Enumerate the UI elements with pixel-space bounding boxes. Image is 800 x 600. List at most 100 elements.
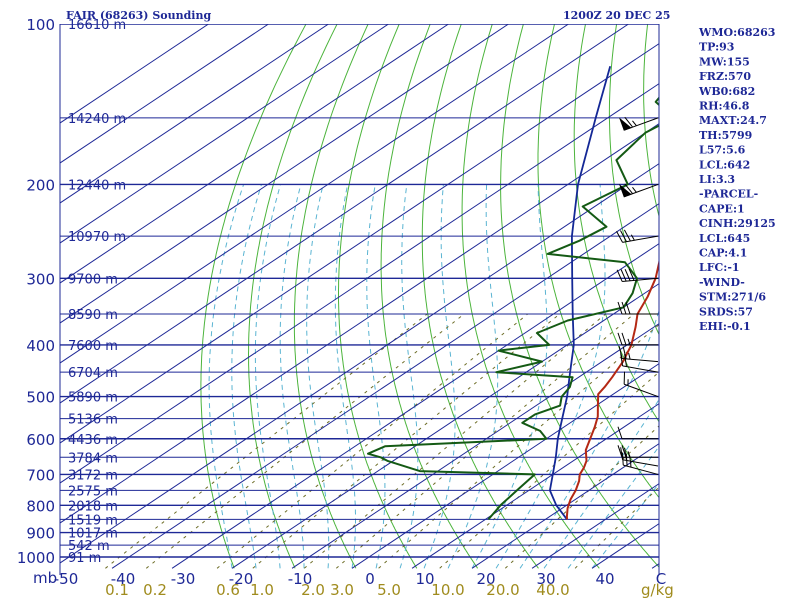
pressure-tick-label: 900 <box>26 525 55 543</box>
height-label: 16610 m <box>68 18 126 33</box>
mixing-ratio-line <box>439 371 659 569</box>
isotherm <box>60 24 209 124</box>
wind-barb-flag <box>618 183 632 198</box>
dry-adiabat <box>338 24 418 569</box>
index-line: STM:271/6 <box>699 291 766 304</box>
temperature-tick-label: -30 <box>171 570 196 588</box>
index-line: SRDS:57 <box>699 305 753 318</box>
index-line: LCL:645 <box>699 232 750 245</box>
isotherm <box>60 24 329 204</box>
mixing-ratio-label: 5.0 <box>377 581 401 599</box>
wind-barb-staff <box>622 459 659 467</box>
height-label: 1017 m <box>68 527 118 542</box>
wind-barb-feather <box>624 354 627 367</box>
height-label: 10970 m <box>68 230 126 245</box>
dry-adiabat <box>421 24 539 569</box>
index-line: -PARCEL- <box>699 188 758 201</box>
wind-barb-feather <box>616 230 623 243</box>
isotherm <box>60 24 569 364</box>
height-label: 8590 m <box>68 308 118 323</box>
dry-adiabat <box>537 24 659 499</box>
wind-barb <box>618 346 659 363</box>
pressure-tick-label: 800 <box>26 497 55 515</box>
wind-barb-feather <box>622 346 627 359</box>
moist-adiabat <box>495 184 606 569</box>
temperature-tick-label: 30 <box>536 570 555 588</box>
wind-barb-feather <box>621 301 627 315</box>
height-label: 4436 m <box>68 433 118 448</box>
dry-adiabat <box>248 24 338 569</box>
wind-barb-feather <box>624 268 631 281</box>
isotherm <box>171 243 659 569</box>
wind-barb-feather <box>620 230 627 242</box>
wind-barb <box>616 268 659 282</box>
pressure-tick-label: 600 <box>26 431 55 449</box>
index-line: WB0:682 <box>698 85 755 98</box>
moist-adiabat <box>279 184 305 569</box>
moist-adiabat <box>471 184 548 569</box>
wind-barb-staff <box>622 358 659 363</box>
temperature-tick-label: C <box>656 570 666 588</box>
mixing-ratio-line <box>574 486 659 569</box>
wind-barb-feather <box>617 332 623 346</box>
wind-barb-feather <box>617 445 623 458</box>
moist-adiabat <box>519 309 659 569</box>
index-line: TP:93 <box>699 41 734 54</box>
wind-barbs <box>616 116 659 475</box>
isotherm <box>60 24 389 244</box>
dry-adiabat <box>573 24 659 423</box>
dry-adiabat <box>200 24 307 569</box>
wind-barb <box>618 183 659 198</box>
mixing-ratio-line <box>378 323 659 569</box>
wind-barb-feather <box>617 426 623 439</box>
wind-barb-half-feather <box>630 234 635 241</box>
height-label: 91 m <box>68 551 101 566</box>
pressure-tick-label: 400 <box>26 337 55 355</box>
wind-barb <box>623 371 659 398</box>
wind-barb <box>616 229 659 243</box>
isotherm <box>111 203 659 569</box>
wind-barb-feather <box>624 116 634 128</box>
height-label: 7600 m <box>68 339 118 354</box>
isotherm <box>411 403 659 569</box>
mixing-ratio-line <box>335 313 635 569</box>
wind-barb-feather <box>620 269 627 282</box>
dry-adiabat <box>293 24 369 569</box>
index-line: CINH:29125 <box>699 217 776 230</box>
moist-adiabat <box>447 184 499 569</box>
temperature-tick-label: -40 <box>111 570 136 588</box>
moist-adiabat <box>567 445 659 569</box>
wind-barb-staff <box>622 235 659 243</box>
isotherm <box>291 323 659 569</box>
mixing-ratio-line <box>145 313 465 569</box>
isotherm <box>591 523 659 569</box>
mixing-ratio-line <box>504 425 659 569</box>
moist-adiabat <box>334 184 356 569</box>
wind-barb-feather <box>621 445 627 458</box>
wind-barb-flag <box>618 117 632 131</box>
temperature-trace <box>565 258 659 520</box>
wind-barb-feather <box>618 346 623 359</box>
wind-barb-staff <box>623 464 659 475</box>
temperature-tick-label: 20 <box>476 570 495 588</box>
index-line: WMO:68263 <box>698 26 775 39</box>
wind-barb-staff <box>622 277 659 282</box>
moist-adiabat <box>399 184 419 569</box>
index-line: LCL:642 <box>699 158 750 171</box>
height-label: 12440 m <box>68 178 126 193</box>
mixing-ratio-label: 2.0 <box>301 581 325 599</box>
wind-barb <box>617 301 658 315</box>
height-label: 3172 m <box>68 468 118 483</box>
mixing-ratio-label: 0.2 <box>143 581 167 599</box>
mixing-ratio-line <box>216 313 529 569</box>
wind-barb <box>617 445 658 458</box>
valid-time: 1200Z 20 DEC 25 <box>563 9 670 22</box>
mixing-ratio-label: 0.6 <box>216 581 240 599</box>
index-line: MAXT:24.7 <box>699 114 767 127</box>
height-label: 5136 m <box>68 413 118 428</box>
temperature-tick-label: -10 <box>288 570 313 588</box>
grid-layer <box>60 24 659 569</box>
isotherm <box>60 123 659 524</box>
index-line: TH:5799 <box>699 129 752 142</box>
